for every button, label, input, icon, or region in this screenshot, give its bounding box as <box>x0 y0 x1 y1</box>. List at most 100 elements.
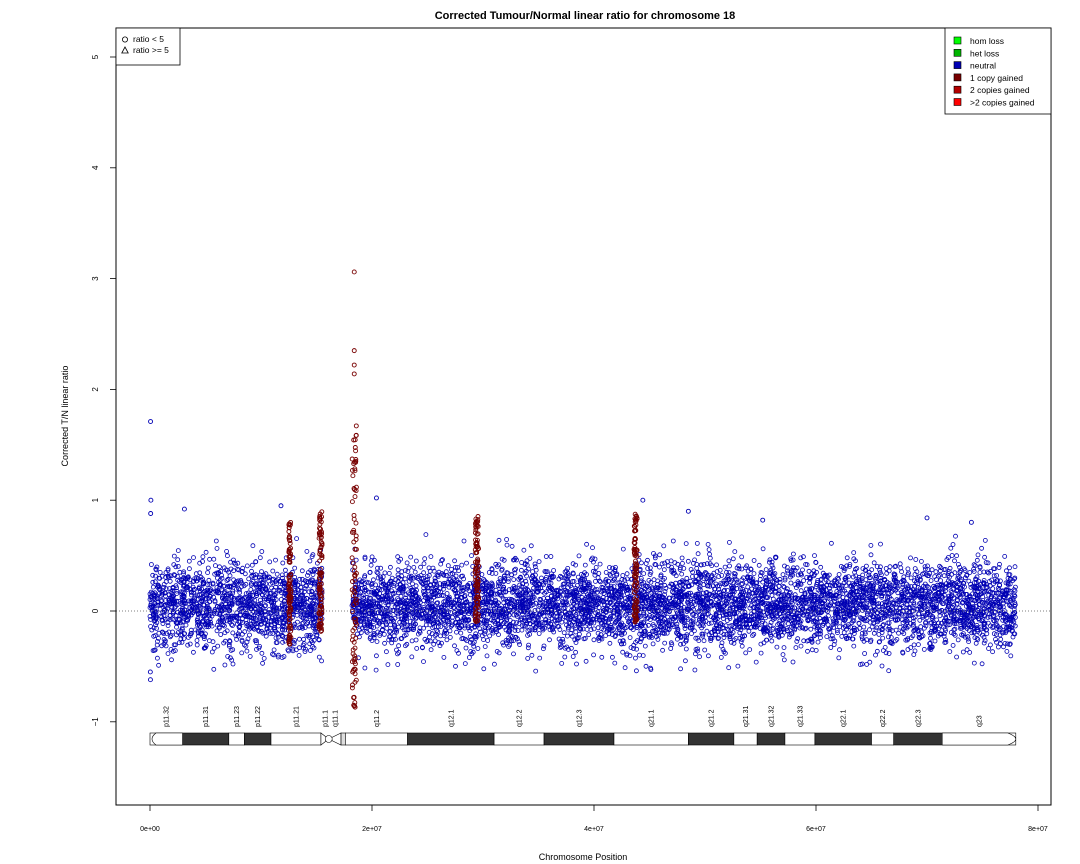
data-point <box>950 542 956 547</box>
data-point <box>824 634 830 639</box>
data-point <box>774 611 780 616</box>
data-point <box>535 607 541 613</box>
data-point <box>280 560 286 566</box>
data-point <box>732 549 738 554</box>
data-point <box>613 619 618 625</box>
data-point <box>694 565 700 571</box>
data-point <box>242 571 248 577</box>
data-point <box>908 555 913 561</box>
data-point <box>797 619 802 624</box>
data-point <box>952 632 958 638</box>
data-point <box>194 642 200 648</box>
data-point <box>610 578 616 584</box>
data-point <box>581 636 587 642</box>
data-point <box>864 662 870 667</box>
data-point <box>527 556 533 561</box>
data-point <box>695 635 701 641</box>
data-point <box>563 618 569 624</box>
data-point <box>616 597 622 602</box>
data-point <box>878 541 883 547</box>
data-point <box>643 663 649 669</box>
data-point <box>739 566 745 572</box>
data-point <box>692 628 697 634</box>
data-point <box>444 591 450 596</box>
data-point <box>726 558 732 564</box>
data-point <box>966 578 972 584</box>
data-point <box>414 646 420 651</box>
data-point <box>727 563 732 569</box>
data-point <box>812 553 817 558</box>
data-point <box>734 602 739 607</box>
data-point <box>876 632 882 637</box>
data-point <box>517 642 522 647</box>
data-point <box>743 650 749 656</box>
data-point <box>207 556 213 562</box>
data-point <box>645 566 651 571</box>
data-point <box>953 533 958 539</box>
data-point <box>374 639 380 644</box>
data-point <box>497 576 503 581</box>
data-point <box>886 568 892 574</box>
data-point <box>679 555 685 561</box>
data-point <box>828 602 833 608</box>
data-point <box>851 643 857 649</box>
data-point <box>828 645 834 650</box>
data-point <box>264 626 270 632</box>
data-point <box>947 649 953 654</box>
data-point <box>719 573 725 578</box>
data-point <box>175 564 181 569</box>
data-point <box>815 639 821 645</box>
data-point <box>836 655 842 661</box>
data-point <box>536 559 542 564</box>
data-point <box>998 641 1003 647</box>
data-point <box>353 557 359 563</box>
data-point <box>781 657 787 663</box>
data-point <box>702 647 708 653</box>
data-point <box>767 623 773 628</box>
data-point <box>487 633 493 639</box>
data-point <box>791 551 796 557</box>
data-point <box>274 571 280 577</box>
data-point <box>1004 649 1010 654</box>
data-point <box>740 624 745 630</box>
data-point <box>586 632 592 638</box>
data-point <box>503 638 509 643</box>
data-point <box>722 564 728 570</box>
data-point <box>971 660 977 666</box>
data-point <box>992 566 998 572</box>
data-point <box>452 643 457 649</box>
data-point <box>214 604 220 610</box>
data-point <box>608 614 613 619</box>
data-point <box>313 602 319 607</box>
data-point <box>275 652 281 658</box>
data-point <box>191 555 196 560</box>
data-point <box>758 650 764 656</box>
data-point <box>395 662 401 667</box>
data-point <box>590 568 596 574</box>
data-point <box>218 632 224 637</box>
data-point <box>319 658 325 664</box>
data-point <box>661 567 667 573</box>
data-point <box>536 631 542 636</box>
data-point <box>805 648 810 654</box>
data-point <box>591 652 596 658</box>
data-point <box>174 591 180 596</box>
data-point <box>211 556 217 562</box>
data-point <box>837 647 842 653</box>
data-point <box>214 622 220 628</box>
data-point <box>285 647 291 653</box>
data-point <box>523 578 529 584</box>
data-point <box>723 650 728 656</box>
data-point <box>482 644 488 649</box>
data-point <box>864 563 869 569</box>
data-point <box>247 632 252 638</box>
data-point <box>491 661 497 667</box>
data-point <box>790 659 796 665</box>
data-point <box>206 577 212 583</box>
data-point <box>403 627 409 633</box>
data-point <box>916 642 921 647</box>
data-point <box>685 558 691 564</box>
data-point <box>485 638 491 643</box>
data-point <box>496 537 502 543</box>
data-point <box>424 608 430 613</box>
